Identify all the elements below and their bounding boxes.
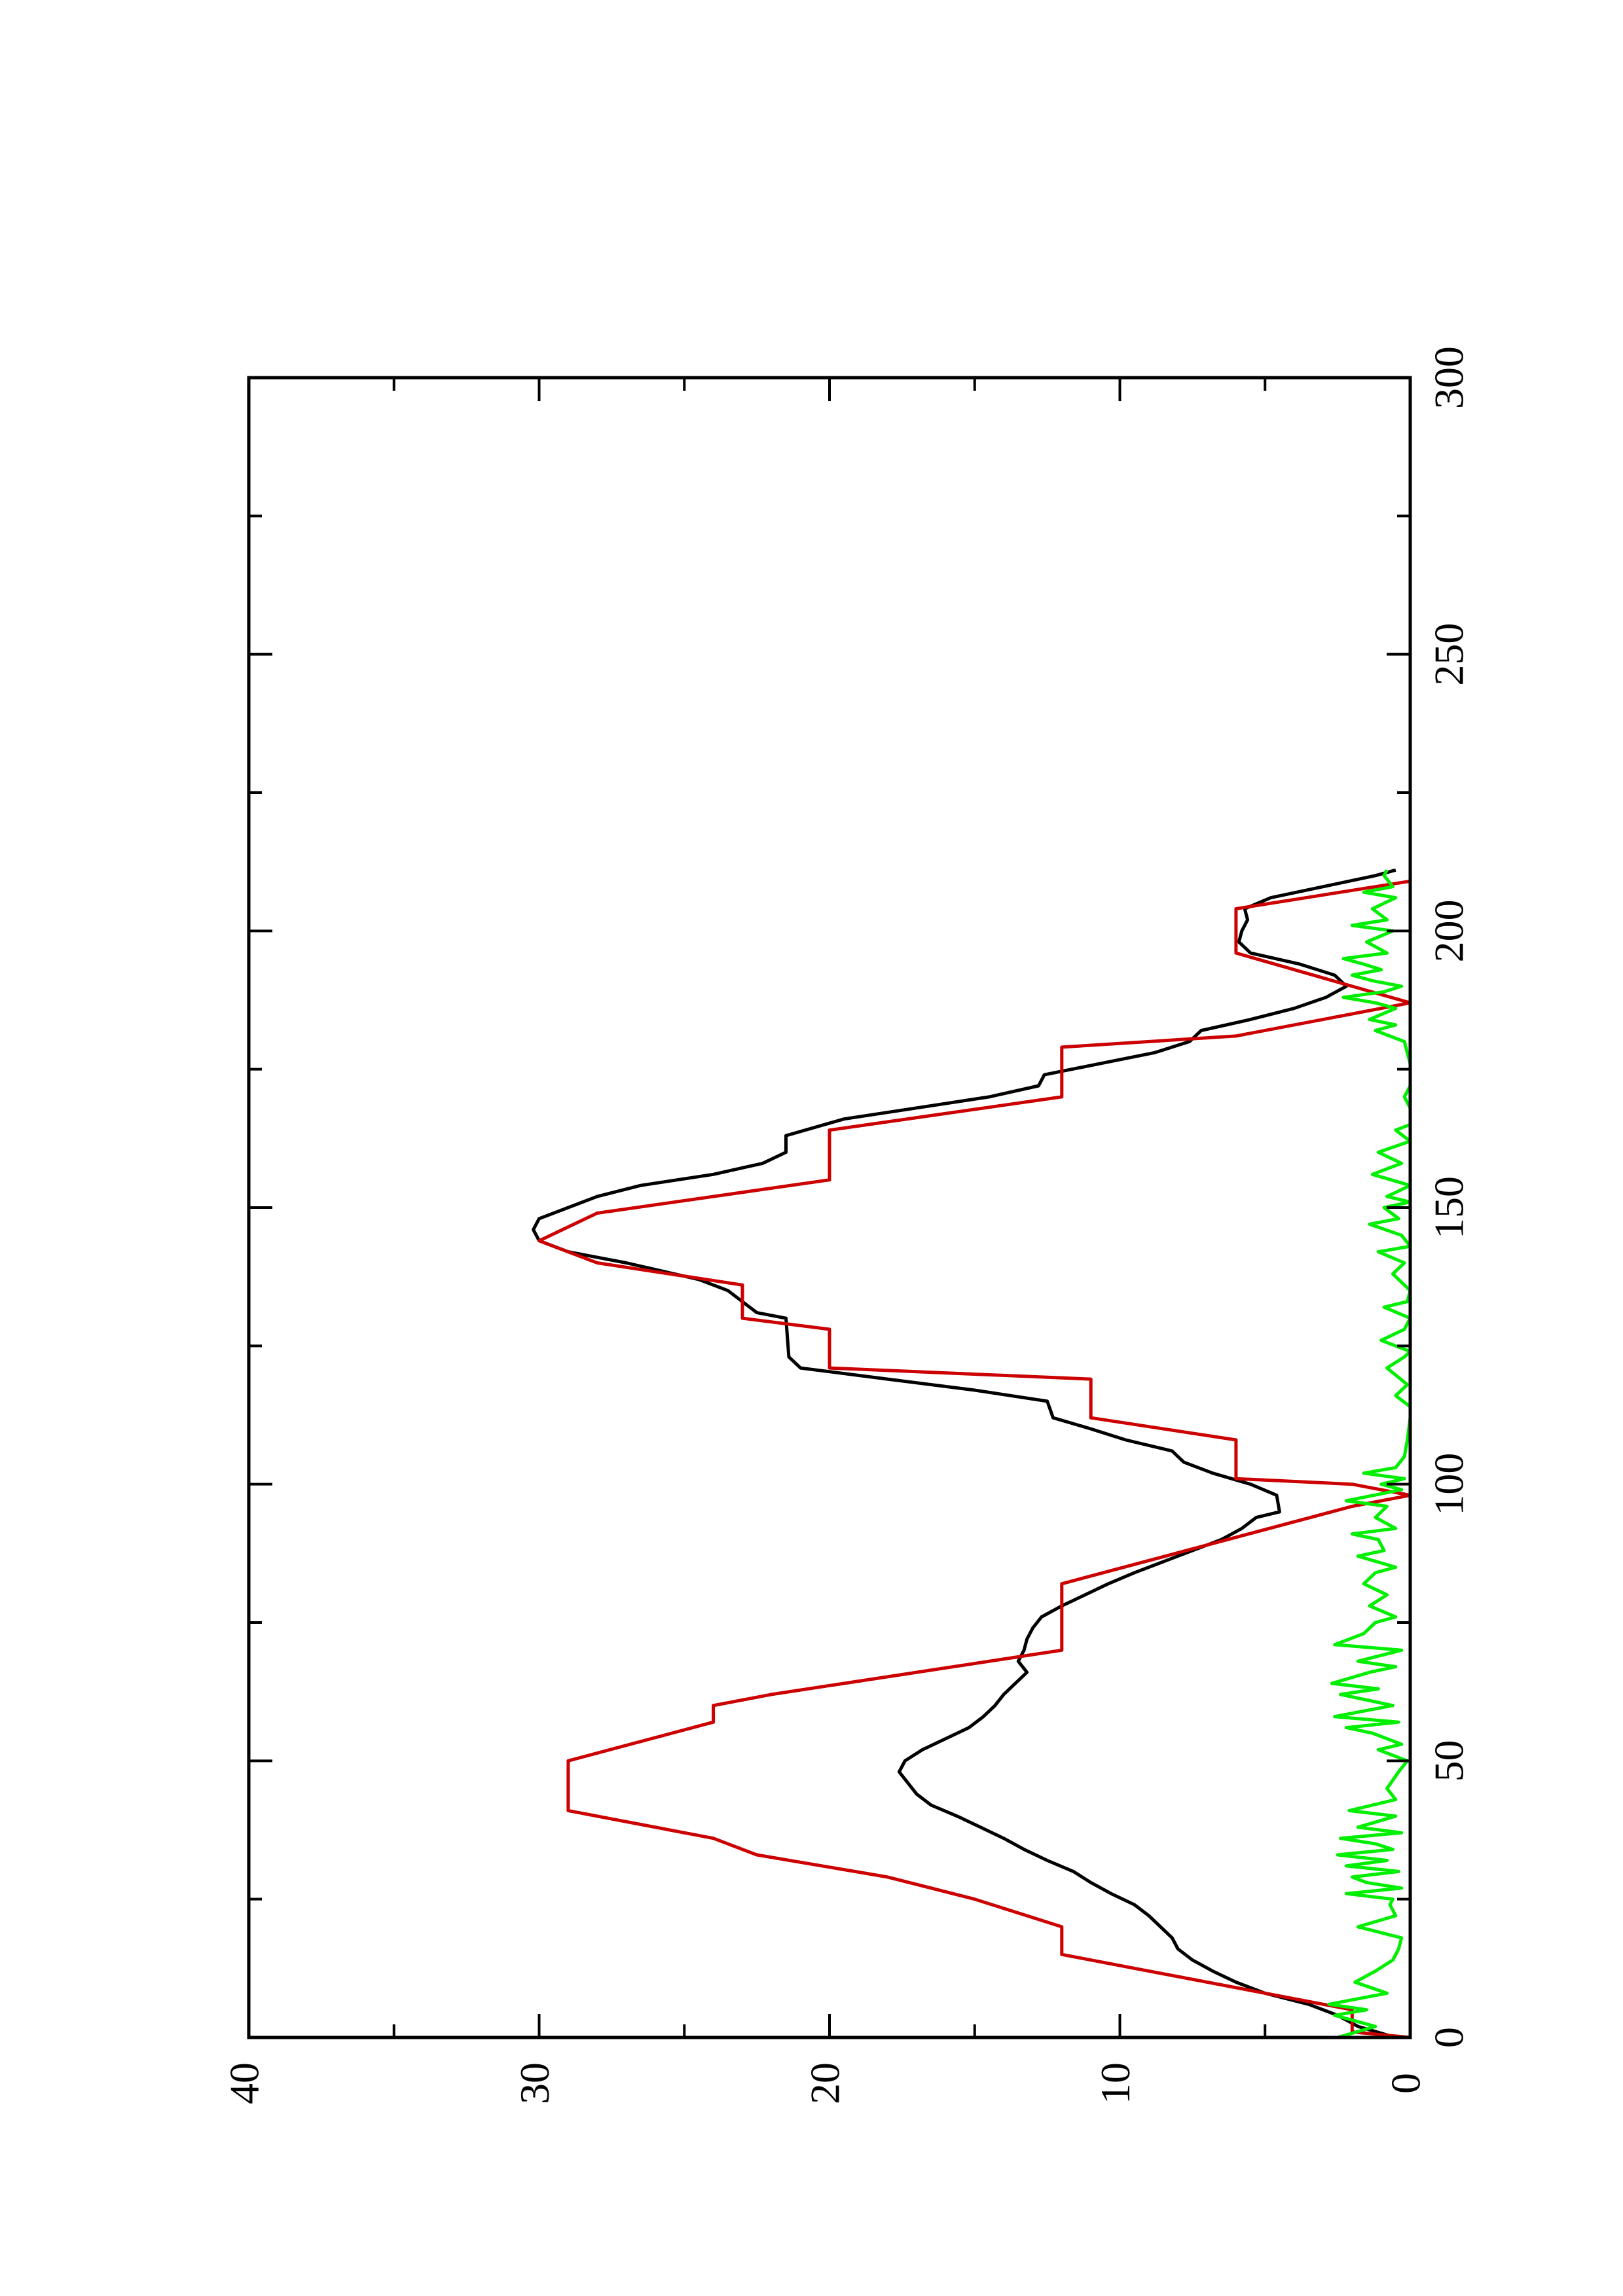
x-tick-label: 250 (1426, 623, 1472, 686)
x-tick-label: 100 (1426, 1453, 1472, 1516)
axis-layer: 0 50 100 150 200 250 300 0 10 20 30 40 (221, 346, 1472, 2104)
x-tick-label: 0 (1426, 2027, 1472, 2048)
y-tick-label: 20 (802, 2062, 848, 2104)
y-tick-label: 10 (1092, 2062, 1139, 2104)
y-tick-label: 30 (511, 2062, 558, 2104)
x-tick-label: 50 (1426, 1740, 1472, 1782)
series-line-3 (1327, 869, 1412, 2039)
series-line-1 (532, 868, 1396, 2039)
series-layer (532, 868, 1412, 2039)
x-tick-label: 200 (1426, 899, 1472, 962)
y-tick-label: 40 (221, 2062, 268, 2104)
x-tick-label: 300 (1426, 346, 1472, 409)
x-tick-label: 150 (1426, 1176, 1472, 1239)
plot-frame (247, 376, 1412, 2039)
y-tick-label: 0 (1383, 2073, 1429, 2094)
series-line-2 (538, 879, 1412, 2039)
